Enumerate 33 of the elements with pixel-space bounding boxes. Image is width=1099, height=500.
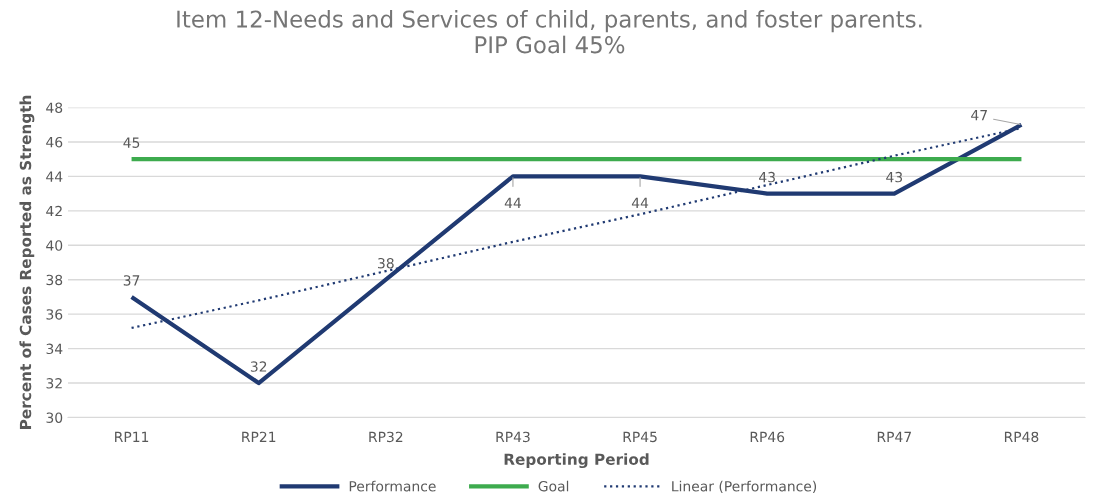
- legend-label: Performance: [349, 480, 436, 492]
- data-label: 32: [250, 361, 267, 372]
- x-tick-label: RP21: [242, 431, 276, 442]
- y-tick-label: 30: [46, 412, 63, 423]
- data-label: 44: [504, 197, 521, 208]
- data-label: 44: [631, 197, 649, 208]
- y-tick-label: 36: [46, 309, 63, 320]
- legend-label: Goal: [538, 480, 569, 492]
- y-tick-label: 48: [46, 102, 63, 113]
- x-tick-label: RP45: [623, 431, 657, 443]
- legend-label: Linear (Performance): [672, 480, 817, 494]
- data-label: 45: [123, 137, 140, 148]
- y-tick-label: 32: [46, 378, 62, 389]
- data-label: 38: [378, 257, 394, 269]
- y-tick-label: 40: [46, 240, 63, 251]
- data-label: 47: [971, 110, 987, 121]
- data-label: 37: [123, 275, 140, 286]
- y-tick-label: 42: [46, 205, 62, 217]
- x-tick-label: RP32: [369, 431, 403, 443]
- y-tick-label: 44: [46, 171, 63, 182]
- data-label: 43: [886, 171, 903, 183]
- y-tick-label: 34: [46, 343, 63, 355]
- chart-title: Item 12-Needs and Services of child, parents, and foster parents. PIP Goal 45%: [177, 10, 922, 54]
- x-tick-label: RP43: [496, 431, 530, 443]
- x-tick-label: RP47: [877, 431, 911, 442]
- x-tick-label: RP11: [115, 431, 149, 442]
- y-axis-title: Percent of Cases Reported as Strength: [19, 95, 35, 429]
- x-axis-title: Reporting Period: [504, 453, 649, 469]
- y-tick-label: 46: [46, 136, 63, 148]
- x-tick-label: RP48: [1004, 431, 1039, 443]
- x-tick-label: RP46: [750, 431, 785, 443]
- data-label: 43: [759, 171, 775, 183]
- y-tick-label: 38: [46, 274, 63, 286]
